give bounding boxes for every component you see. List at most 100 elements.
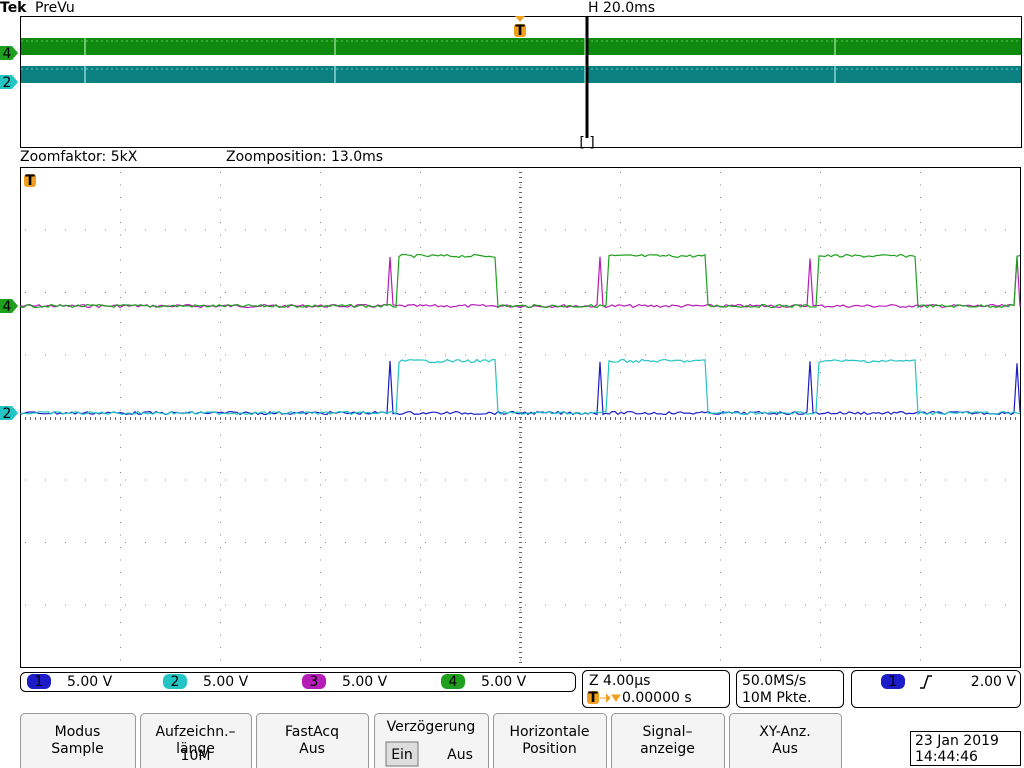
grid-dot [820,172,821,173]
grid-dot [185,542,186,543]
grid-dot [905,604,906,606]
center-dot [710,417,711,420]
menu-option[interactable]: Ein [391,747,413,763]
datetime-box [910,731,1021,766]
center-dot [270,417,271,420]
channel-bar [20,672,576,692]
grid-dot [805,292,806,293]
menu-button[interactable] [256,713,369,768]
grid-dot [645,354,646,356]
grid-dot [545,229,546,231]
grid-dot [320,422,321,423]
center-dot [519,367,522,368]
grid-dot [920,447,921,448]
grid-dot [385,229,386,231]
grid-dot [785,479,786,481]
grid-dot [420,222,421,223]
center-dot [190,417,191,420]
grid-dot [220,484,221,486]
menu-button[interactable] [493,713,607,768]
grid-dot [405,542,406,543]
center-dot [320,417,321,420]
center-dot [519,587,522,588]
center-dot [170,417,171,420]
grid-dot [420,247,421,248]
center-dot [335,417,336,420]
menu-button[interactable] [20,713,136,768]
grid-dot [25,354,26,356]
grid-dot [220,234,221,236]
grid-dot [425,292,426,293]
grid-dot [820,547,821,548]
grid-dot [920,559,921,561]
center-dot [519,297,522,298]
menu-label-line: anzeige [640,741,695,757]
grid-dot [545,292,546,293]
grid-dot [65,542,66,543]
center-dot [350,417,351,420]
center-dot [519,422,522,423]
grid-dot [205,354,206,356]
grid-dot [820,359,821,361]
trigger-box [851,670,1021,708]
center-dot [240,417,241,420]
channel-marker-text: 2 [3,406,12,422]
grid-dot [620,234,621,236]
grid-dot [65,292,66,293]
grid-dot [145,604,146,606]
grid-dot [605,229,606,231]
center-dot [185,417,186,420]
grid-dot [685,479,686,481]
grid-dot [420,372,421,373]
menu-option[interactable]: Aus [447,747,473,763]
record-length: 10M Pkte. [742,690,811,706]
grid-dot [920,184,921,186]
center-dot [695,417,696,420]
grid-dot [820,522,821,523]
grid-dot [820,647,821,648]
trigger-channel: 1 [889,674,898,690]
grid-dot [705,354,706,356]
center-dot [825,417,826,420]
grid-dot [845,542,846,543]
grid-dot [865,292,866,293]
center-dot [260,417,261,420]
grid-dot [305,479,306,481]
center-dot [580,417,581,420]
center-dot [519,462,522,463]
grid-dot [620,497,621,498]
center-dot [519,327,522,328]
grid-dot [620,209,621,211]
grid-dot [320,472,321,473]
grid-dot [220,647,221,648]
grid-dot [920,484,921,486]
grid-dot [820,484,821,486]
channel-number: 1 [35,674,44,690]
center-dot [220,417,221,420]
grid-dot [820,259,821,261]
center-dot [60,417,61,420]
grid-dot [45,354,46,356]
center-dot [519,452,522,453]
center-dot [365,417,366,420]
center-dot [925,417,926,420]
menu-button[interactable] [611,713,725,768]
grid-dot [545,479,546,481]
grid-dot [220,534,221,536]
grid-dot [805,604,806,606]
grid-dot [220,372,221,373]
menu-button[interactable] [729,713,842,768]
grid-dot [820,447,821,448]
grid-dot [125,542,126,543]
grid-dot [120,347,121,348]
channel-marker [0,406,18,420]
grid-dot [220,247,221,248]
grid-dot [645,542,646,543]
grid-dot [320,347,321,348]
center-dot [230,417,231,420]
grid-dot [720,534,721,536]
center-dot [665,417,666,420]
menu-button[interactable] [140,713,252,768]
grid-dot [520,409,521,411]
grid-dot [645,479,646,481]
